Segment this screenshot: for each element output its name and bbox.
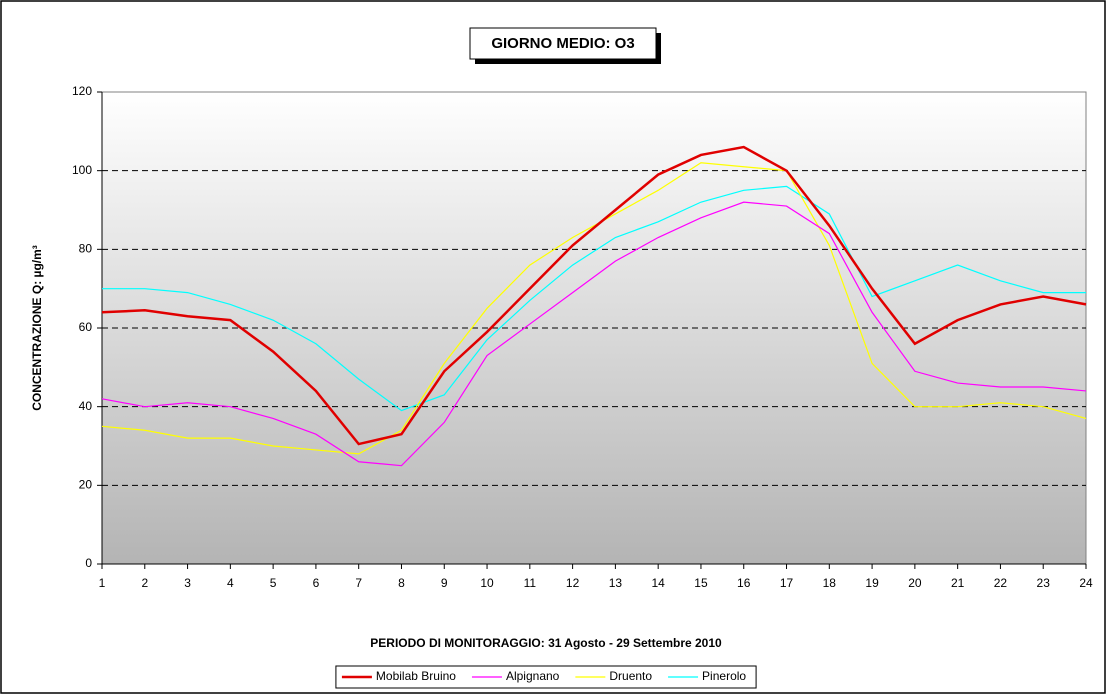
x-tick-label: 4	[227, 576, 234, 590]
x-tick-label: 15	[694, 576, 708, 590]
x-tick-label: 18	[823, 576, 837, 590]
x-tick-label: 9	[441, 576, 448, 590]
y-tick-label: 80	[79, 242, 93, 256]
series-line	[101, 145, 1087, 446]
x-tick-label: 13	[609, 576, 623, 590]
legend-label: Mobilab Bruino	[376, 669, 456, 683]
x-tick-label: 6	[313, 576, 320, 590]
legend: Mobilab Bruino Alpignano Druento Pinerolo	[335, 665, 757, 689]
y-tick-label: 40	[79, 399, 93, 413]
x-tick-label: 7	[355, 576, 362, 590]
x-axis-title: PERIODO DI MONITORAGGIO: 31 Agosto - 29 …	[370, 636, 722, 650]
y-axis-title: CONCENTRAZIONE Q: µg/m³	[30, 245, 44, 411]
x-tick-label: 5	[270, 576, 277, 590]
legend-label: Pinerolo	[702, 669, 746, 683]
x-tick-label: 8	[398, 576, 405, 590]
x-tick-label: 10	[480, 576, 494, 590]
legend-item: Pinerolo	[668, 669, 746, 683]
x-tick-label: 2	[141, 576, 148, 590]
x-tick-label: 3	[184, 576, 191, 590]
legend-item: Druento	[575, 669, 652, 683]
legend-box	[335, 665, 757, 689]
x-tick-label: 19	[865, 576, 879, 590]
legend-label: Alpignano	[506, 669, 560, 683]
x-tick-label: 23	[1037, 576, 1051, 590]
y-tick-label: 0	[85, 556, 92, 570]
x-tick-label: 24	[1079, 576, 1093, 590]
x-tick-label: 21	[951, 576, 965, 590]
x-tick-label: 14	[651, 576, 665, 590]
y-tick-label: 20	[79, 478, 93, 492]
title-box	[469, 27, 657, 60]
chart-title: GIORNO MEDIO: O3	[491, 35, 634, 52]
x-tick-label: 12	[566, 576, 580, 590]
x-tick-label: 22	[994, 576, 1008, 590]
legend-item: Mobilab Bruino	[341, 669, 456, 683]
legend-label: Druento	[609, 669, 652, 683]
x-tick-label: 1	[99, 576, 106, 590]
series-line	[101, 201, 1087, 467]
series-line	[102, 185, 1086, 412]
y-tick-label: 100	[72, 163, 92, 177]
series-line	[101, 162, 1087, 455]
y-tick-label: 60	[79, 320, 93, 334]
x-tick-label: 20	[908, 576, 922, 590]
y-tick-label: 120	[72, 84, 92, 98]
x-tick-label: 11	[524, 576, 537, 590]
x-tick-label: 16	[737, 576, 751, 590]
x-tick-label: 17	[780, 576, 794, 590]
legend-item: Alpignano	[471, 669, 560, 683]
